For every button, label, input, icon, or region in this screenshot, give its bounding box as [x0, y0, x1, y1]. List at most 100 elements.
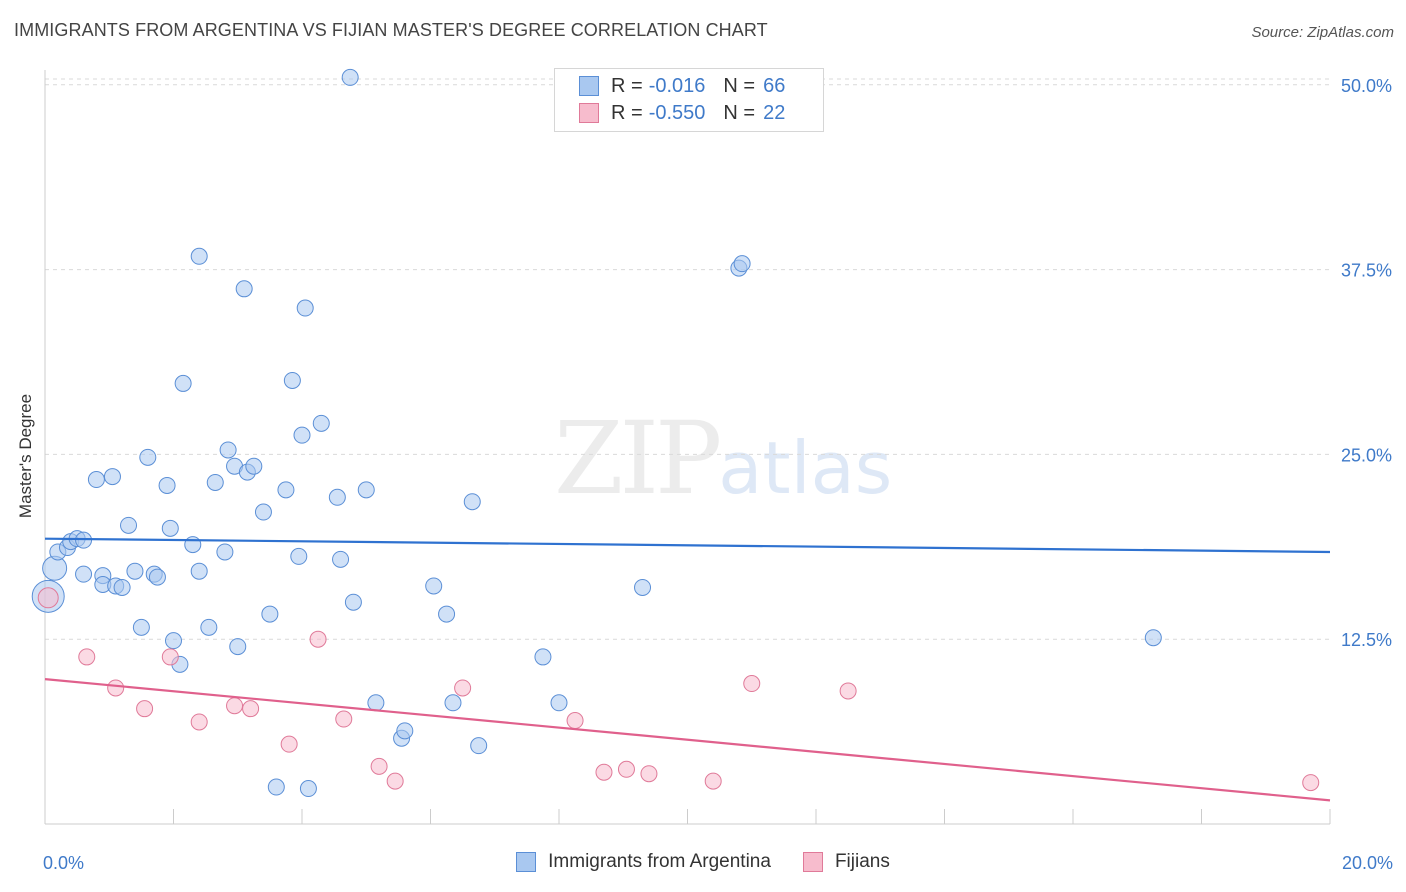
argentina-point: [219, 441, 237, 459]
fijian-point: [704, 772, 722, 790]
fijian-trend-line: [44, 678, 1331, 802]
argentina-point: [206, 473, 224, 491]
argentina-point: [396, 722, 414, 740]
argentina-point: [148, 568, 166, 586]
chart-title: IMMIGRANTS FROM ARGENTINA VS FIJIAN MAST…: [14, 20, 768, 40]
fijian-point: [226, 697, 244, 715]
argentina-point: [550, 694, 568, 712]
x-tick-label: 20.0%: [1342, 853, 1393, 873]
argentina-point: [184, 536, 202, 554]
legend-n-label: N =: [723, 101, 756, 124]
legend-n-value: 66: [763, 74, 786, 97]
fijian-point: [136, 700, 154, 718]
argentina-point: [341, 68, 359, 86]
fijian-point: [454, 679, 472, 697]
argentina-point: [75, 565, 93, 583]
argentina-point: [283, 371, 301, 389]
argentina-point: [103, 468, 121, 486]
fijian-point: [839, 682, 857, 700]
legend-row-fijians: R = -0.550 N = 22: [579, 100, 785, 126]
argentina-point: [132, 618, 150, 636]
watermark-atlas: atlas: [718, 426, 893, 510]
argentina-point: [190, 562, 208, 580]
argentina-point: [312, 414, 330, 432]
x-tick-label: 0.0%: [43, 853, 84, 873]
argentina-point: [534, 648, 552, 666]
y-tick-label: 37.5%: [1341, 261, 1392, 281]
fijian-point: [386, 772, 404, 790]
argentina-point: [126, 562, 144, 580]
y-tick-label: 50.0%: [1341, 76, 1392, 96]
legend-n-value: 22: [763, 101, 786, 124]
argentina-point: [367, 694, 385, 712]
argentina-point: [733, 255, 751, 273]
argentina-point: [296, 299, 314, 317]
argentina-point: [425, 577, 443, 595]
argentina-point: [165, 632, 182, 650]
argentina-point: [328, 488, 346, 506]
fijian-point: [595, 763, 613, 781]
argentina-point: [113, 578, 131, 596]
legend-r-label: R =: [611, 74, 643, 97]
y-tick-label: 25.0%: [1341, 445, 1392, 465]
argentina-point: [267, 778, 285, 796]
argentina-point: [254, 503, 272, 521]
fijian-point: [37, 587, 59, 609]
argentina-point: [463, 493, 481, 511]
fijian-point: [107, 679, 125, 697]
argentina-point: [190, 247, 208, 265]
legend-swatch-fijians: [579, 103, 599, 123]
source-credit: Source: ZipAtlas.com: [1251, 24, 1394, 41]
fijian-point: [161, 648, 179, 666]
fijian-point: [370, 757, 388, 775]
argentina-point: [174, 374, 192, 392]
argentina-point: [158, 476, 176, 494]
series-name-fijians: Fijians: [834, 851, 890, 872]
series-legend-argentina: Immigrants from Argentina: [516, 851, 771, 873]
fijian-point: [1302, 774, 1320, 792]
legend-r-value: -0.016: [648, 74, 706, 97]
series-legend: Immigrants from Argentina Fijians: [0, 851, 1406, 873]
fijian-point: [743, 675, 761, 693]
argentina-point: [290, 547, 308, 565]
series-swatch-fijians: [802, 852, 823, 872]
fijian-point: [78, 648, 96, 666]
argentina-point: [245, 457, 263, 475]
argentina-point: [293, 426, 311, 444]
fijian-point: [566, 712, 584, 730]
fijian-point: [335, 710, 353, 728]
argentina-point: [200, 618, 218, 636]
argentina-point: [229, 638, 247, 656]
series-legend-fijians: Fijians: [802, 851, 890, 873]
argentina-point: [332, 550, 350, 568]
fijian-point: [617, 760, 635, 778]
fijian-point: [242, 700, 260, 718]
argentina-point: [216, 543, 234, 561]
argentina-point: [438, 605, 456, 623]
argentina-point: [235, 280, 253, 298]
legend-row-argentina: R = -0.016 N = 66: [579, 73, 785, 99]
argentina-trend-line: [44, 537, 1331, 554]
legend-n-label: N =: [723, 74, 756, 97]
argentina-point: [161, 519, 179, 537]
argentina-point: [444, 694, 462, 712]
fijian-point: [309, 630, 327, 648]
argentina-point: [299, 780, 317, 798]
legend-r-value: -0.550: [648, 101, 706, 124]
argentina-point: [344, 593, 362, 611]
series-swatch-argentina: [516, 852, 537, 872]
argentina-point: [277, 481, 295, 499]
fijian-point: [190, 713, 208, 731]
y-tick-label: 12.5%: [1341, 630, 1392, 650]
fijian-point: [640, 765, 658, 783]
correlation-legend: R = -0.016 N = 66 R = -0.550 N = 22: [554, 68, 824, 132]
argentina-point: [139, 448, 157, 466]
argentina-point: [1144, 629, 1162, 647]
fijian-point: [280, 735, 298, 753]
legend-r-label: R =: [611, 101, 643, 124]
series-name-argentina: Immigrants from Argentina: [548, 851, 771, 872]
argentina-point: [470, 737, 488, 755]
argentina-point: [87, 471, 105, 489]
watermark: ZIPatlas: [554, 400, 892, 517]
